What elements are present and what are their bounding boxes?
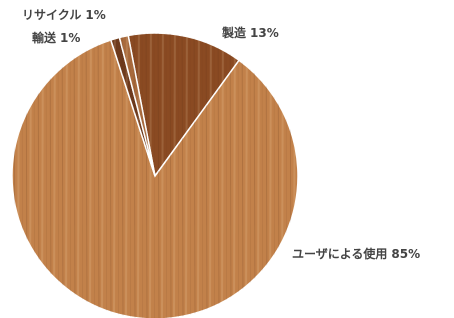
category-label: 製造 [221,25,247,40]
value-label: 13% [250,26,279,40]
category-label: 輸送 [32,30,57,45]
category-label: リサイクル [22,8,81,22]
pie [12,33,298,318]
value-label: 1% [60,31,80,45]
value-label: 85% [391,247,420,261]
category-label: ユーザによる使用 [292,246,387,261]
data-label: ユーザによる使用 85% [292,246,420,261]
chart: 製造13%ユーザによる使用85%輸送1%リサイクル1% [0,0,454,318]
data-label: リサイクル 1% [22,8,106,22]
value-label: 1% [85,8,105,22]
